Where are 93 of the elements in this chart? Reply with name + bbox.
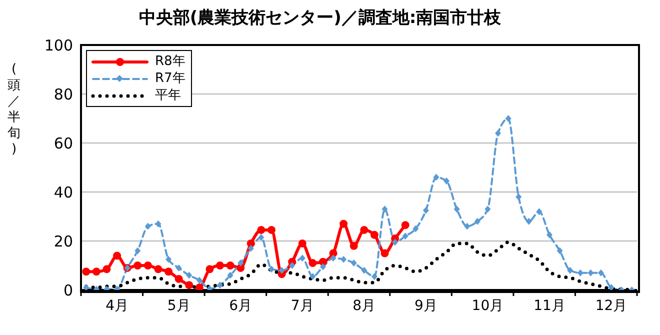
legend-label: 平年 bbox=[155, 87, 181, 104]
chart-title: 中央部(農業技術センター)／調査地:南国市廿枝 bbox=[138, 7, 502, 29]
point bbox=[238, 260, 244, 267]
point bbox=[556, 247, 563, 254]
point bbox=[144, 222, 151, 230]
x-tick-label: 12月 bbox=[595, 298, 628, 314]
point bbox=[546, 231, 552, 238]
point bbox=[371, 273, 378, 280]
point bbox=[216, 262, 224, 270]
point bbox=[505, 115, 512, 122]
point bbox=[464, 222, 470, 230]
point bbox=[83, 284, 90, 290]
point bbox=[350, 242, 358, 250]
point bbox=[444, 177, 450, 184]
point bbox=[516, 193, 522, 200]
point bbox=[176, 264, 182, 272]
point bbox=[422, 206, 429, 214]
point bbox=[174, 274, 183, 283]
point bbox=[164, 268, 173, 276]
point bbox=[248, 244, 254, 252]
point bbox=[186, 272, 192, 279]
point bbox=[289, 262, 296, 269]
point bbox=[195, 284, 204, 290]
x-tick-label: 8月 bbox=[352, 298, 376, 314]
point bbox=[454, 206, 460, 213]
point bbox=[226, 262, 234, 270]
y-tick-label: 20 bbox=[54, 232, 73, 250]
point bbox=[206, 265, 214, 274]
point bbox=[526, 218, 532, 225]
point bbox=[401, 221, 410, 230]
x-tick-label: 7月 bbox=[290, 298, 314, 314]
point bbox=[227, 272, 234, 279]
x-tick-label: 4月 bbox=[106, 298, 128, 314]
y-tick-label: 0 bbox=[63, 281, 73, 300]
point bbox=[299, 254, 306, 262]
y-axis-title: (頭／半旬) bbox=[6, 62, 22, 158]
point bbox=[196, 276, 202, 284]
point bbox=[278, 266, 285, 274]
point bbox=[298, 239, 306, 248]
point bbox=[588, 269, 594, 276]
point bbox=[82, 268, 90, 276]
point bbox=[484, 206, 491, 213]
point bbox=[412, 225, 419, 232]
x-tick-label: 6月 bbox=[229, 298, 252, 314]
point bbox=[536, 208, 542, 216]
point bbox=[380, 249, 389, 258]
point bbox=[495, 130, 501, 137]
point bbox=[360, 226, 368, 234]
point bbox=[320, 263, 326, 270]
point bbox=[267, 226, 276, 234]
point bbox=[102, 265, 111, 274]
point bbox=[608, 284, 614, 290]
point bbox=[567, 266, 574, 274]
point bbox=[134, 262, 142, 270]
y-tick-label: 80 bbox=[54, 85, 73, 104]
point bbox=[577, 269, 584, 276]
point bbox=[382, 206, 388, 213]
point bbox=[268, 266, 274, 273]
legend-label: R8年 bbox=[155, 53, 186, 70]
x-tick-label: 9月 bbox=[414, 298, 438, 314]
point bbox=[350, 260, 357, 267]
x-tick-label: 5月 bbox=[167, 298, 190, 314]
point bbox=[330, 254, 336, 262]
point bbox=[144, 262, 152, 270]
point bbox=[217, 282, 223, 289]
point bbox=[258, 234, 264, 241]
point bbox=[185, 281, 194, 290]
y-tick-label: 40 bbox=[54, 183, 73, 202]
point bbox=[310, 273, 316, 280]
point bbox=[370, 230, 378, 239]
point bbox=[236, 264, 245, 272]
y-tick-label: 60 bbox=[54, 134, 73, 152]
point bbox=[92, 268, 100, 276]
point bbox=[340, 220, 348, 228]
point bbox=[598, 269, 604, 276]
point bbox=[308, 259, 317, 268]
legend-label: R7年 bbox=[155, 70, 186, 87]
point bbox=[402, 232, 408, 240]
point bbox=[246, 239, 255, 248]
x-tick-label: 10月 bbox=[472, 298, 504, 314]
point bbox=[134, 247, 141, 254]
point bbox=[392, 238, 398, 246]
x-tick-label: 11月 bbox=[534, 298, 566, 314]
point bbox=[155, 220, 162, 228]
point bbox=[433, 174, 440, 181]
point bbox=[257, 226, 266, 234]
point bbox=[166, 256, 172, 263]
point bbox=[340, 256, 347, 263]
y-tick-label: 100 bbox=[44, 36, 73, 54]
point bbox=[154, 265, 162, 274]
point bbox=[113, 252, 122, 260]
point bbox=[474, 218, 480, 225]
point bbox=[361, 266, 368, 274]
